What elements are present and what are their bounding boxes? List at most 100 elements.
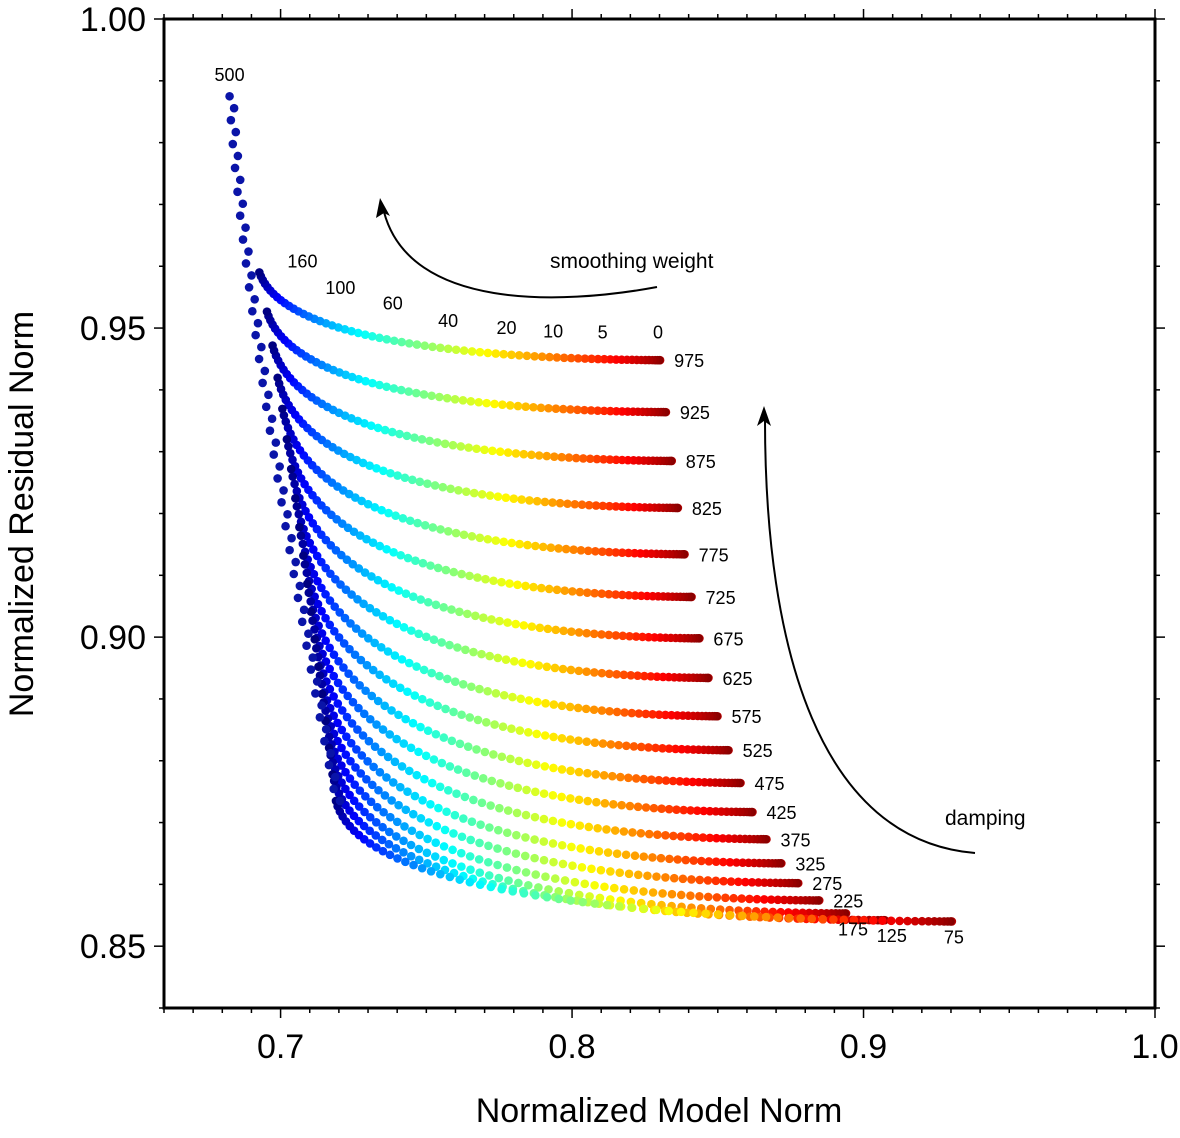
data-point [682, 777, 691, 786]
data-point [497, 577, 506, 587]
data-point [487, 776, 497, 786]
data-point [602, 900, 612, 910]
data-point [312, 551, 322, 561]
data-point [428, 523, 438, 532]
data-point [288, 472, 298, 481]
data-point [302, 579, 312, 589]
data-point [759, 895, 769, 904]
data-point [465, 571, 474, 581]
data-point [433, 438, 442, 447]
data-point [353, 725, 362, 734]
data-point [589, 705, 599, 715]
data-point [291, 494, 300, 503]
data-point [442, 674, 452, 684]
data-point [399, 836, 408, 846]
data-point [443, 344, 453, 354]
data-point [644, 632, 653, 642]
data-point [849, 915, 859, 925]
data-point [363, 756, 372, 766]
data-point [539, 814, 549, 824]
data-point [543, 624, 553, 634]
data-point [530, 787, 540, 797]
data-point [516, 694, 526, 704]
data-point [605, 355, 615, 364]
data-point [493, 653, 503, 663]
data-point [359, 599, 368, 609]
data-point [699, 806, 708, 816]
data-point [331, 772, 340, 782]
data-point [592, 797, 601, 807]
damping-annotation: damping [945, 807, 1026, 830]
data-point [701, 909, 711, 918]
data-point [292, 502, 302, 511]
data-point [669, 831, 678, 841]
data-point [415, 477, 425, 487]
data-point [283, 509, 292, 519]
data-point [325, 596, 335, 605]
data-point [386, 468, 395, 478]
data-point [548, 791, 558, 800]
data-point [353, 595, 362, 604]
data-point [609, 799, 618, 809]
data-point [504, 781, 514, 790]
x-tick-label: 0.8 [548, 1028, 595, 1066]
data-point [450, 394, 460, 404]
data-point [542, 451, 552, 461]
data-point [372, 720, 381, 729]
data-point [489, 576, 498, 586]
data-point [878, 916, 887, 925]
data-point [557, 840, 567, 850]
data-point [475, 880, 485, 889]
data-point [341, 585, 351, 594]
data-point [382, 544, 391, 554]
data-point [681, 855, 691, 865]
data-point [308, 653, 318, 662]
data-point [360, 807, 369, 817]
data-point [611, 502, 621, 511]
data-point [597, 589, 607, 599]
data-point [557, 792, 566, 802]
data-point [405, 516, 415, 526]
data-point [341, 784, 350, 794]
damping-label: 275 [812, 874, 842, 894]
damping-label: 475 [755, 774, 785, 794]
data-point [513, 401, 523, 411]
data-point [267, 414, 277, 424]
data-point [279, 411, 289, 420]
damping-label: 225 [833, 891, 863, 911]
data-point [648, 710, 657, 719]
data-point [512, 830, 521, 840]
data-point [302, 641, 311, 650]
data-point [425, 436, 434, 446]
data-point [366, 421, 376, 430]
data-point [512, 865, 521, 875]
data-point [389, 336, 399, 346]
data-point [317, 583, 326, 593]
data-point [368, 665, 378, 675]
data-point [476, 820, 485, 829]
data-point [697, 856, 706, 866]
data-point [513, 783, 523, 793]
data-point [640, 671, 649, 681]
data-point [540, 731, 550, 740]
data-point [523, 758, 532, 768]
data-point [238, 199, 248, 209]
data-point [639, 774, 649, 784]
data-point [248, 306, 257, 316]
data-point [401, 714, 410, 724]
data-point [388, 778, 398, 787]
data-point [414, 629, 424, 639]
data-point [665, 854, 674, 864]
x-tick-label: 1.0 [1131, 1028, 1178, 1066]
data-point [497, 752, 507, 762]
data-point [620, 708, 629, 717]
data-point [633, 671, 642, 681]
data-point [582, 667, 591, 676]
data-point [691, 832, 701, 842]
data-point [692, 806, 702, 815]
data-point [391, 844, 401, 853]
data-point [406, 626, 416, 635]
data-point [508, 692, 517, 702]
data-point [365, 812, 375, 822]
data-point [284, 442, 293, 451]
